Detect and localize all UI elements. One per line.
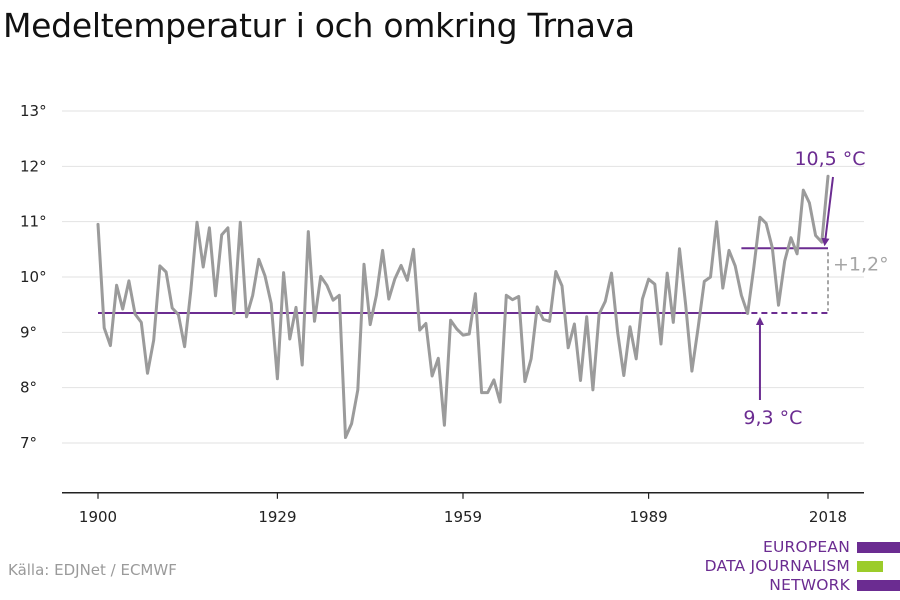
baseline-label: 9,3 °C — [743, 407, 802, 429]
edjnet-logo: EUROPEAN DATA JOURNALISM NETWORK — [700, 538, 900, 596]
grid-lines — [62, 110, 864, 444]
y-axis-labels: 7° 8° 9° 10° 11° 12° 13° — [20, 102, 47, 452]
logo-line-1: EUROPEAN — [762, 538, 850, 556]
x-axis — [62, 492, 864, 499]
series-layer — [96, 174, 830, 439]
y-tick-label: 11° — [20, 213, 47, 231]
chart-title: Medeltemperatur i och omkring Trnava — [3, 6, 635, 45]
logo-line-3: NETWORK — [769, 576, 850, 594]
temperature-series-line — [96, 174, 830, 439]
logo-bar-purple-bottom — [857, 580, 900, 591]
x-tick-label: 1989 — [629, 508, 667, 526]
x-tick-label: 1900 — [79, 508, 117, 526]
recent-arrow — [821, 176, 834, 247]
logo-line-2: DATA JOURNALISM — [704, 557, 850, 575]
logo-bar-green — [857, 561, 883, 572]
logo-text: EUROPEAN DATA JOURNALISM NETWORK — [705, 538, 850, 595]
x-axis-labels: 1900 1929 1959 1989 2018 — [79, 508, 847, 526]
annotations: +1,2° 9,3 °C 10,5 °C — [743, 148, 888, 429]
y-tick-label: 10° — [20, 268, 47, 286]
source-note: Källa: EDJNet / ECMWF — [8, 561, 177, 579]
y-tick-label: 7° — [20, 434, 37, 452]
y-tick-label: 12° — [20, 157, 47, 175]
y-tick-label: 9° — [20, 323, 37, 341]
recent-label: 10,5 °C — [794, 148, 865, 170]
y-tick-label: 8° — [20, 379, 37, 397]
x-tick-label: 2018 — [809, 508, 847, 526]
logo-bar-purple-top — [857, 542, 900, 553]
x-tick-label: 1929 — [258, 508, 296, 526]
delta-label: +1,2° — [833, 254, 889, 276]
y-tick-label: 13° — [20, 102, 47, 120]
x-tick-label: 1959 — [444, 508, 482, 526]
